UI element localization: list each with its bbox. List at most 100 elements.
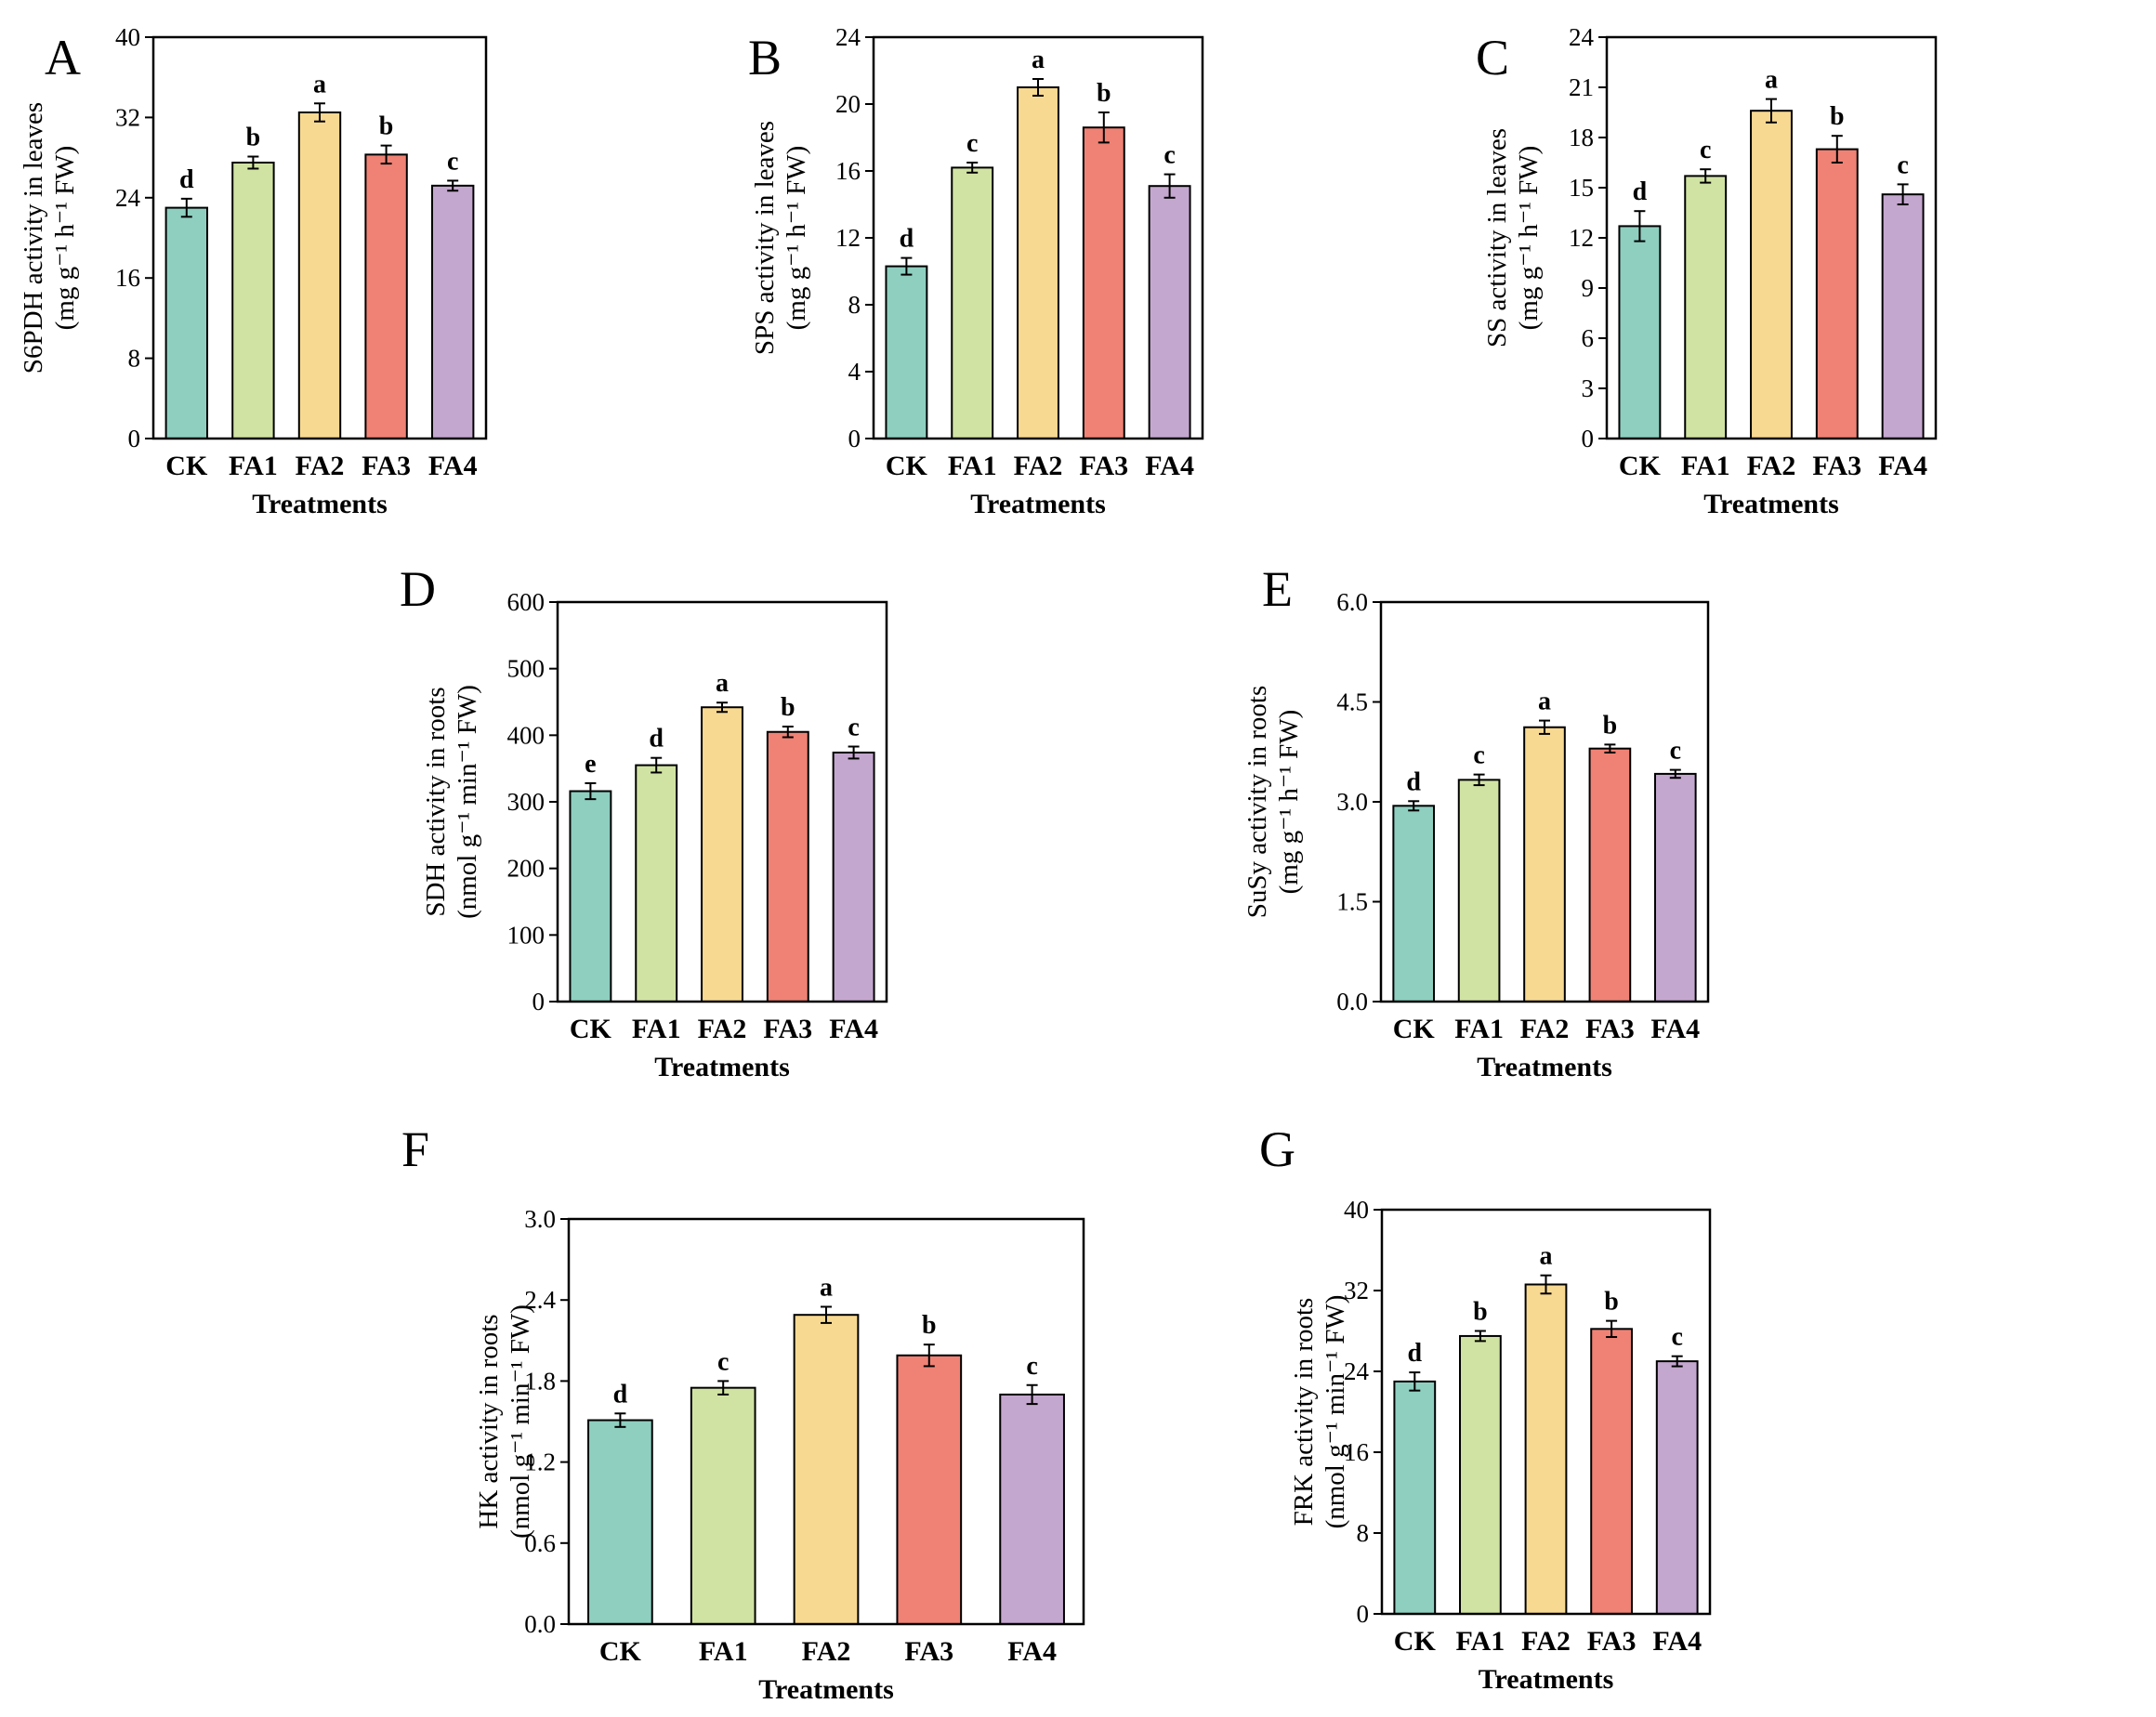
category-label: FA4: [1007, 1636, 1057, 1667]
significance-label: c: [1026, 1352, 1037, 1381]
panel-letter: F: [401, 1121, 429, 1177]
error-bar: [1098, 111, 1110, 144]
x-axis-title: Treatments: [1479, 1664, 1614, 1695]
bar: [1750, 110, 1793, 439]
y-tick-label: 8: [1357, 1519, 1370, 1547]
bar: [231, 162, 275, 439]
bar: [587, 1419, 653, 1625]
y-axis-unit: (mg g⁻¹ h⁻¹ FW): [782, 146, 811, 331]
y-tick-label: 3.0: [1336, 788, 1368, 816]
significance-label: c: [1670, 737, 1681, 766]
error-bar: [716, 701, 728, 714]
y-axis-title: FRK activity in roots: [1289, 1298, 1319, 1527]
bar: [1815, 148, 1859, 439]
y-tick-label: 300: [507, 788, 546, 816]
significance-label: c: [717, 1347, 729, 1376]
category-label: FA3: [1587, 1626, 1637, 1657]
panel-g: Gd CK b FA1 a FA2 b FA3 c FA4 0 8 16 24 32 40 Treatments…: [1259, 1121, 1712, 1695]
bar: [569, 790, 612, 1003]
significance-label: c: [1671, 1323, 1682, 1352]
y-tick-label: 16: [115, 264, 140, 292]
bar: [896, 1354, 963, 1625]
bar: [1684, 175, 1728, 439]
error-bar: [314, 102, 325, 123]
significance-label: c: [848, 714, 859, 742]
y-tick-label: 0: [1582, 425, 1595, 452]
category-label: FA1: [632, 1014, 681, 1044]
error-bar: [614, 1412, 626, 1428]
error-bar: [1408, 800, 1420, 812]
error-bar: [717, 1380, 730, 1396]
category-label: FA2: [698, 1014, 747, 1044]
category-label: FA1: [948, 451, 997, 481]
plot-frame: [567, 1217, 1085, 1626]
category-label: FA2: [1014, 451, 1063, 481]
panel-letter: A: [45, 30, 81, 85]
panel-letter: D: [400, 561, 436, 617]
y-tick-label: 0: [1357, 1600, 1370, 1628]
y-axis-unit: (mg g⁻¹ h⁻¹ FW): [1274, 710, 1304, 895]
bar: [885, 265, 928, 439]
y-tick-label: 3: [1582, 374, 1595, 402]
y-tick-label: 400: [507, 721, 546, 749]
plot-frame: [556, 600, 888, 1003]
error-bar: [1474, 1330, 1486, 1343]
significance-label: b: [1603, 711, 1618, 740]
significance-label: b: [781, 693, 795, 722]
significance-label: b: [922, 1311, 937, 1340]
error-bar: [901, 256, 913, 276]
significance-label: b: [379, 112, 394, 141]
bar: [701, 706, 743, 1003]
bar: [1017, 86, 1059, 439]
y-tick-label: 12: [1569, 224, 1594, 252]
y-tick-label: 3.0: [524, 1205, 556, 1233]
category-label: FA3: [362, 451, 411, 481]
y-axis-title: HK activity in roots: [474, 1314, 504, 1528]
error-bar: [247, 155, 259, 170]
category-label: FA3: [1079, 451, 1128, 481]
error-bar: [923, 1343, 935, 1368]
y-tick-label: 20: [835, 90, 861, 118]
category-label: FA4: [829, 1014, 878, 1044]
bar: [832, 751, 875, 1003]
category-label: FA1: [699, 1636, 748, 1667]
significance-label: b: [1604, 1288, 1619, 1317]
panel-d: De CK d FA1 a FA2 b FA3 c FA4 0 100 200 300 400 500 600 T…: [400, 561, 888, 1082]
significance-label: a: [1765, 66, 1778, 95]
y-tick-label: 40: [1344, 1196, 1369, 1224]
y-tick-label: 8: [128, 345, 141, 373]
bar: [766, 730, 809, 1003]
y-axis-unit: (nmol g⁻¹ min⁻¹ FW): [1321, 1295, 1350, 1529]
error-bar: [180, 197, 192, 218]
significance-label: c: [1473, 741, 1484, 770]
significance-label: b: [1097, 79, 1111, 108]
x-axis-title: Treatments: [1703, 489, 1839, 519]
error-bar: [380, 144, 392, 165]
y-tick-label: 1.2: [524, 1448, 556, 1476]
significance-label: c: [1163, 141, 1175, 170]
category-label: FA3: [1812, 451, 1861, 481]
category-label: FA1: [1454, 1014, 1504, 1044]
error-bar: [848, 745, 860, 760]
category-label: FA4: [1878, 451, 1927, 481]
y-tick-label: 500: [507, 655, 546, 683]
y-axis-unit: (mg g⁻¹ h⁻¹ FW): [50, 146, 80, 331]
y-tick-label: 1.5: [1336, 888, 1368, 916]
plot-frame: [1380, 1208, 1712, 1616]
y-axis-title: S6PDH activity in leaves: [19, 102, 48, 374]
bar: [1523, 726, 1566, 1003]
panel-e: Ed CK c FA1 a FA2 b FA3 c FA4 0.0 1.5 3.0 4.5 6.0 Treat…: [1242, 561, 1710, 1082]
error-bar: [1671, 1355, 1683, 1368]
significance-label: d: [1406, 767, 1421, 796]
plot-frame: [151, 35, 488, 440]
error-bar: [1897, 183, 1909, 205]
significance-label: c: [1897, 151, 1908, 179]
category-label: FA4: [1650, 1014, 1700, 1044]
bar: [1881, 193, 1925, 439]
y-tick-label: 24: [835, 23, 861, 51]
category-label: FA3: [763, 1014, 812, 1044]
x-axis-title: Treatments: [654, 1052, 790, 1082]
bar: [364, 153, 408, 440]
bar: [1653, 772, 1697, 1003]
